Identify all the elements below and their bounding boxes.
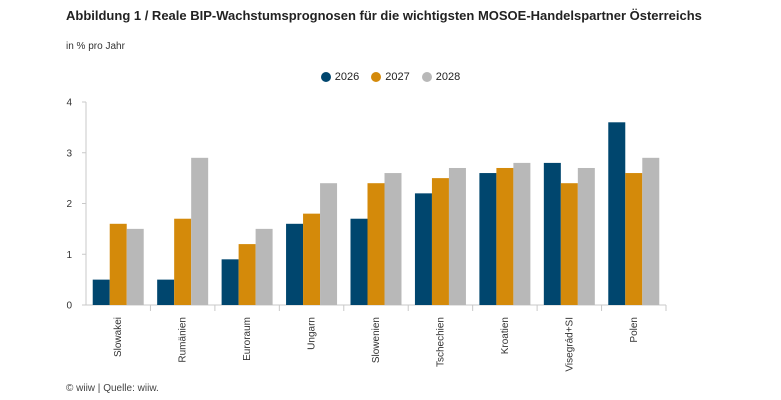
x-tick-label: Euroraum	[242, 317, 253, 361]
bar-2027-euroraum	[238, 244, 256, 305]
legend-label: 2028	[435, 71, 461, 83]
bar-2028-slowenien	[384, 173, 402, 305]
legend-marker	[371, 72, 382, 82]
legend-label: 2026	[334, 71, 360, 83]
bar-2027-slowakei	[109, 223, 127, 305]
bar-2027-tschechien	[431, 178, 449, 305]
legend-marker	[421, 72, 432, 82]
bar-2026-slowakei	[92, 279, 110, 305]
bar-2026-rum-nien	[157, 279, 175, 305]
x-tick-label: Tschechien	[435, 317, 446, 367]
chart-title: Abbildung 1 / Reale BIP-Wachstumsprognos…	[66, 8, 702, 23]
source-footer: © wiiw | Quelle: wiiw.	[66, 383, 159, 394]
bar-2027-kroatien	[496, 167, 514, 305]
chart-subtitle: in % pro Jahr	[66, 41, 125, 52]
bar-2026-ungarn	[286, 223, 304, 305]
x-tick-label: Polen	[629, 317, 640, 343]
bar-2027-ungarn	[303, 213, 321, 305]
x-tick-label: Slowenien	[371, 317, 382, 363]
x-tick-label: Kroatien	[500, 317, 511, 354]
bar-2028-polen	[642, 157, 660, 305]
bar-2028-rum-nien	[191, 157, 209, 305]
y-tick-label: 3	[66, 148, 72, 159]
legend-label: 2027	[385, 71, 410, 83]
legend-item-2028[interactable]: 2028	[421, 71, 461, 83]
bar-2028-ungarn	[320, 183, 338, 305]
bar-2026-visegr-d-si	[543, 162, 561, 305]
x-tick-label: Ungarn	[307, 317, 318, 350]
bar-2028-euroraum	[255, 228, 273, 305]
legend: 2026 2027 2028	[0, 71, 781, 83]
legend-marker	[320, 72, 331, 82]
bar-2026-polen	[608, 122, 626, 305]
bar-2028-kroatien	[513, 162, 531, 305]
bar-2028-tschechien	[448, 167, 466, 305]
y-tick-label: 1	[66, 250, 72, 261]
bar-2027-polen	[625, 173, 643, 305]
y-tick-label: 2	[66, 199, 72, 210]
bar-2028-slowakei	[126, 228, 144, 305]
bar-2026-slowenien	[350, 218, 368, 305]
y-tick-label: 0	[66, 301, 72, 312]
x-tick-label: Rumänien	[178, 317, 189, 363]
bar-2027-slowenien	[367, 183, 385, 305]
bar-2027-visegr-d-si	[560, 183, 578, 305]
x-tick-label: Slowakei	[113, 317, 124, 357]
bar-2026-tschechien	[414, 193, 432, 305]
legend-item-2027[interactable]: 2027	[371, 71, 410, 83]
bar-2027-rum-nien	[174, 218, 192, 305]
bar-2026-euroraum	[221, 259, 239, 305]
bar-2028-visegr-d-si	[577, 167, 595, 305]
x-tick-label: Visegrád+SI	[564, 317, 575, 372]
legend-item-2026[interactable]: 2026	[320, 71, 360, 83]
bar-2026-kroatien	[479, 173, 497, 305]
y-tick-label: 4	[66, 98, 72, 109]
